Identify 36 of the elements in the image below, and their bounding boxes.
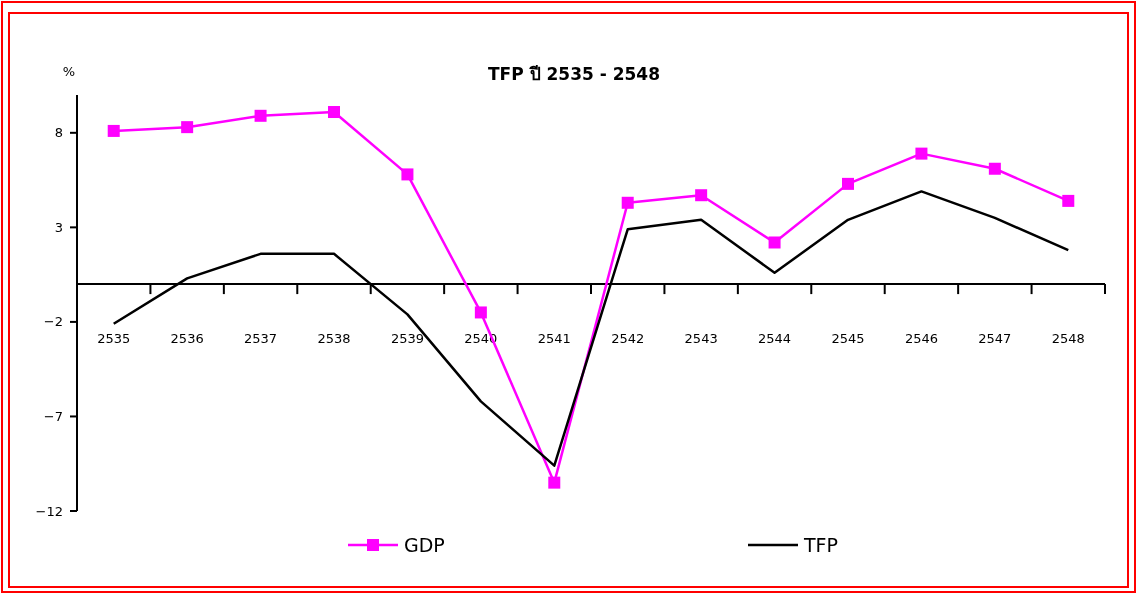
point <box>254 109 267 122</box>
x-tick-label: 2542 <box>611 331 645 347</box>
point <box>181 121 194 134</box>
point <box>401 168 414 181</box>
point <box>842 177 854 190</box>
y-tick-label: −2 <box>43 314 63 330</box>
x-tick-label: 2536 <box>170 331 204 347</box>
x-tick-label: 2535 <box>97 331 131 347</box>
point <box>107 124 120 137</box>
x-tick-label: 2547 <box>978 331 1012 347</box>
x-tick-label: 2544 <box>758 331 792 347</box>
legend-label: GDP <box>404 533 445 556</box>
chart-title: TFP ปี 2535 - 2548 <box>487 64 661 84</box>
point <box>328 106 340 119</box>
legend-label: TFP <box>803 533 838 556</box>
y-axis-title: % <box>62 64 76 79</box>
y-tick-label: 8 <box>54 125 63 141</box>
point <box>915 147 928 160</box>
point <box>548 476 561 489</box>
x-tick-label: 2546 <box>904 331 938 347</box>
point <box>988 162 1001 175</box>
point <box>621 196 634 209</box>
y-tick-label: −12 <box>35 503 63 519</box>
y-tick-label: −7 <box>43 409 63 424</box>
x-tick-label: 2537 <box>244 331 278 347</box>
x-tick-label: 2541 <box>537 331 571 347</box>
x-tick-label: 2543 <box>684 331 718 347</box>
point <box>768 236 781 249</box>
x-tick-label: 2539 <box>390 331 424 347</box>
x-tick-label: 2548 <box>1051 331 1085 347</box>
point <box>474 306 487 319</box>
x-tick-label: 2545 <box>831 331 865 347</box>
y-tick-label: 3 <box>54 219 63 235</box>
point <box>695 189 708 202</box>
x-tick-label: 2538 <box>317 331 351 347</box>
point <box>1062 194 1075 207</box>
